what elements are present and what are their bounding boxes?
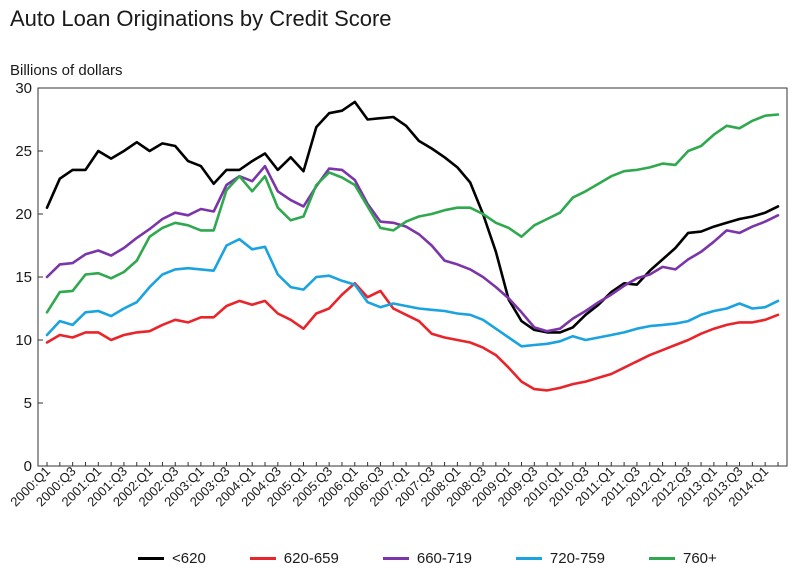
series-line-620-659 — [45, 282, 780, 392]
legend-swatch-under-620 — [138, 556, 164, 560]
legend-item-620-659: 620-659 — [249, 549, 339, 567]
legend-item-760-plus: 760+ — [648, 549, 717, 567]
line-chart: 0510152025302000:Q12000:Q32001:Q12001:Q3… — [7, 80, 788, 509]
y-tick-label: 0 — [24, 458, 32, 475]
plot-frame — [37, 87, 788, 467]
series-line-660-719 — [45, 164, 780, 333]
y-tick-label: 20 — [15, 206, 32, 223]
y-tick-label: 30 — [15, 80, 32, 97]
series-line-720-759 — [45, 237, 780, 348]
legend-label-760-plus: 760+ — [682, 549, 717, 567]
legend-label-620-659: 620-659 — [283, 549, 339, 567]
y-axis-label: Billions of dollars — [10, 62, 123, 79]
legend-swatch-760-plus — [648, 556, 675, 560]
legend: <620 620-659 660-719 720-759 760+ — [138, 548, 717, 568]
legend-item-660-719: 660-719 — [382, 549, 472, 567]
series-line-760-plus — [45, 113, 780, 314]
legend-label-660-719: 660-719 — [416, 549, 472, 567]
legend-swatch-620-659 — [249, 556, 276, 560]
y-tick-label: 10 — [15, 332, 32, 349]
y-tick-label: 15 — [15, 269, 32, 286]
y-tick-label: 5 — [24, 395, 32, 412]
legend-label-720-759: 720-759 — [549, 549, 605, 567]
legend-label-under-620: <620 — [172, 549, 206, 567]
legend-swatch-660-719 — [382, 556, 409, 560]
legend-item-under-620: <620 — [138, 550, 206, 567]
chart-title: Auto Loan Originations by Credit Score — [10, 6, 392, 31]
y-tick-label: 25 — [15, 143, 32, 160]
legend-item-720-759: 720-759 — [515, 549, 605, 567]
series-line-under-620 — [45, 100, 780, 334]
legend-swatch-720-759 — [515, 556, 542, 560]
